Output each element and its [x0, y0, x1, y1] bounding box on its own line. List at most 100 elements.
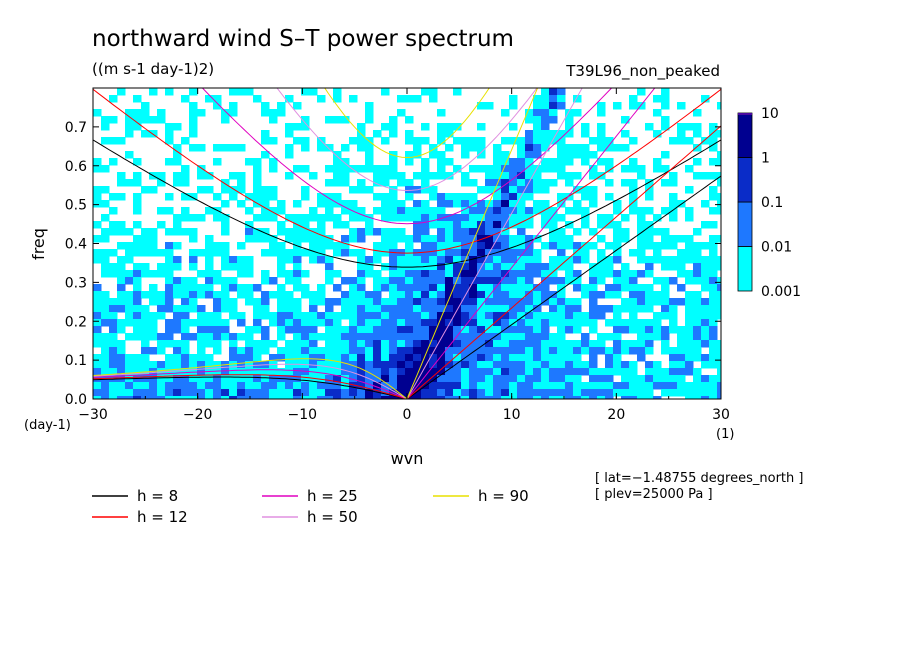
spectrum-cell [285, 123, 294, 131]
spectrum-cell [181, 396, 190, 399]
colorbar-segment [737, 246, 753, 292]
spectrum-cell [197, 305, 206, 313]
spectrum-cell [501, 109, 510, 117]
spectrum-cell [549, 242, 558, 250]
spectrum-cell [429, 375, 438, 383]
colorbar-segment [737, 201, 753, 247]
spectrum-cell [493, 354, 502, 362]
spectrum-cell [541, 326, 550, 334]
spectrum-cell [533, 102, 542, 110]
spectrum-cell [189, 228, 198, 236]
spectrum-cell [381, 368, 390, 376]
spectrum-cell [389, 340, 398, 348]
spectrum-cell [501, 333, 510, 341]
spectrum-cell [501, 270, 510, 278]
spectrum-cell [661, 263, 670, 271]
spectrum-cell [125, 312, 134, 320]
spectrum-cell [221, 382, 230, 390]
spectrum-cell [613, 389, 622, 397]
spectrum-cell [613, 144, 622, 152]
spectrum-cell [517, 165, 526, 173]
spectrum-cell [341, 200, 350, 208]
spectrum-cell [717, 263, 721, 271]
spectrum-cell [213, 193, 222, 201]
spectrum-cell [381, 347, 390, 355]
spectrum-cell [717, 179, 721, 187]
spectrum-cell [645, 347, 654, 355]
spectrum-cell [445, 221, 454, 229]
spectrum-cell [173, 123, 182, 131]
spectrum-cell [677, 235, 686, 243]
spectrum-cell [181, 291, 190, 299]
spectrum-cell [445, 200, 454, 208]
spectrum-cell [293, 389, 302, 397]
spectrum-cell [549, 368, 558, 376]
spectrum-cell [613, 270, 622, 278]
spectrum-cell [453, 347, 462, 355]
spectrum-cell [541, 214, 550, 222]
spectrum-cell [253, 214, 262, 222]
spectrum-cell [469, 256, 478, 264]
spectrum-cell [533, 207, 542, 215]
spectrum-cell [461, 172, 470, 180]
spectrum-cell [613, 235, 622, 243]
spectrum-cell [357, 298, 366, 306]
spectrum-cell [517, 396, 526, 399]
spectrum-cell [613, 277, 622, 285]
spectrum-cell [589, 277, 598, 285]
spectrum-cell [541, 109, 550, 117]
spectrum-cell [149, 249, 158, 257]
spectrum-cell [381, 242, 390, 250]
spectrum-cell [405, 361, 414, 369]
spectrum-cell [541, 102, 550, 110]
spectrum-cell [213, 144, 222, 152]
spectrum-cell [229, 102, 238, 110]
spectrum-cell [93, 284, 102, 292]
spectrum-cell [565, 130, 574, 138]
spectrum-cell [525, 305, 534, 313]
spectrum-cell [549, 228, 558, 236]
spectrum-cell [445, 354, 454, 362]
spectrum-cell [125, 130, 134, 138]
spectrum-cell [637, 221, 646, 229]
spectrum-cell [605, 256, 614, 264]
spectrum-cell [493, 179, 502, 187]
spectrum-cell [525, 277, 534, 285]
spectrum-cell [597, 291, 606, 299]
spectrum-cell [93, 256, 102, 264]
spectrum-cell [421, 326, 430, 334]
spectrum-cell [517, 172, 526, 180]
spectrum-cell [109, 319, 118, 327]
spectrum-cell [189, 354, 198, 362]
spectrum-cell [197, 284, 206, 292]
spectrum-cell [381, 123, 390, 131]
spectrum-cell [445, 375, 454, 383]
spectrum-cell [637, 347, 646, 355]
spectrum-cell [333, 88, 342, 96]
spectrum-cell [525, 270, 534, 278]
spectrum-cell [205, 270, 214, 278]
spectrum-cell [301, 375, 310, 383]
spectrum-cell [493, 207, 502, 215]
spectrum-cell [517, 200, 526, 208]
spectrum-cell [133, 361, 142, 369]
spectrum-cell [677, 130, 686, 138]
spectrum-cell [333, 382, 342, 390]
spectrum-cell [277, 382, 286, 390]
spectrum-cell [437, 382, 446, 390]
spectrum-cell [701, 319, 710, 327]
spectrum-cell [189, 144, 198, 152]
spectrum-cell [197, 144, 206, 152]
spectrum-cell [349, 214, 358, 222]
spectrum-cell [453, 291, 462, 299]
spectrum-cell [565, 144, 574, 152]
spectrum-cell [565, 396, 574, 399]
spectrum-cell [221, 263, 230, 271]
legend-label-8: h = 8 [137, 487, 178, 505]
spectrum-cell [229, 298, 238, 306]
spectrum-cell [165, 130, 174, 138]
spectrum-cell [453, 270, 462, 278]
spectrum-cell [605, 193, 614, 201]
spectrum-cell [117, 242, 126, 250]
spectrum-cell [509, 263, 518, 271]
